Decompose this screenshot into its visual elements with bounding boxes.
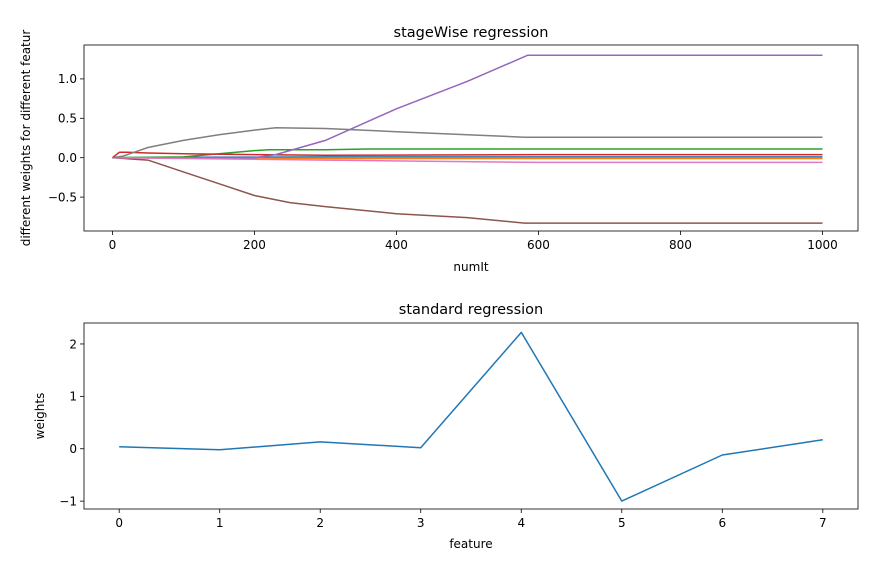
- chart-1-series-line-7: [112, 156, 823, 164]
- chart-2-xtick-label-4: 4: [517, 516, 525, 530]
- chart-2-xtick-label-7: 7: [819, 516, 827, 530]
- chart-2-ylabel: weights: [33, 393, 47, 440]
- chart-2: 0 1 2 3 4 5 6 7 −1 0 1 2 standard regression feature w…: [33, 302, 859, 551]
- chart-1-ytick-label-0: −0.5: [48, 190, 77, 204]
- chart-1-xtick-label-3: 600: [527, 238, 550, 252]
- chart-1-ytick-label-3: 1.0: [58, 72, 77, 86]
- chart-1-series-line-4: [111, 151, 823, 159]
- chart-1-series-line-8: [112, 127, 823, 159]
- chart-1-series-line-6: [112, 156, 823, 224]
- chart-1-plot-frame: [83, 44, 859, 232]
- chart-2-xtick-label-1: 1: [216, 516, 224, 530]
- chart-1-ylabel: different weights for different featur: [19, 30, 33, 247]
- chart-1-xtick-label-0: 0: [109, 238, 117, 252]
- chart-2-plot-frame: [83, 322, 859, 510]
- chart-1-title: stageWise regression: [394, 25, 549, 41]
- chart-1-xtick-label-4: 800: [669, 238, 692, 252]
- chart-2-xtick-label-0: 0: [115, 516, 123, 530]
- chart-1-series-line-5: [112, 54, 823, 159]
- chart-2-xtick-label-3: 3: [417, 516, 425, 530]
- chart-2-ytick-label-0: −1: [59, 494, 77, 508]
- chart-1-xtick-label-5: 1000: [807, 238, 838, 252]
- chart-2-ytick-label-3: 2: [69, 337, 77, 351]
- chart-2-title: standard regression: [399, 302, 543, 318]
- chart-2-xtick-label-5: 5: [618, 516, 626, 530]
- chart-1-ytick-label-1: 0.0: [58, 151, 77, 165]
- chart-2-ytick-label-1: 0: [69, 442, 77, 456]
- chart-2-xtick-label-2: 2: [316, 516, 324, 530]
- chart-2-ytick-label-2: 1: [69, 390, 77, 404]
- chart-2-xtick-label-6: 6: [718, 516, 726, 530]
- chart-1-xlabel: numIt: [453, 260, 488, 274]
- chart-1-series: [111, 54, 823, 224]
- chart-2-series-line-1: [119, 331, 823, 502]
- chart-1-ytick-label-2: 0.5: [58, 112, 77, 126]
- chart-2-series: [119, 331, 823, 502]
- chart-1-xtick-label-2: 400: [385, 238, 408, 252]
- chart-1-xtick-label-1: 200: [243, 238, 266, 252]
- chart-2-xlabel: feature: [449, 537, 492, 551]
- chart-1-series-line-3: [112, 148, 823, 159]
- chart-1: 0 200 400 600 800 1000 −0.5 0.0 0.5 1.0 stageWise …: [19, 25, 859, 274]
